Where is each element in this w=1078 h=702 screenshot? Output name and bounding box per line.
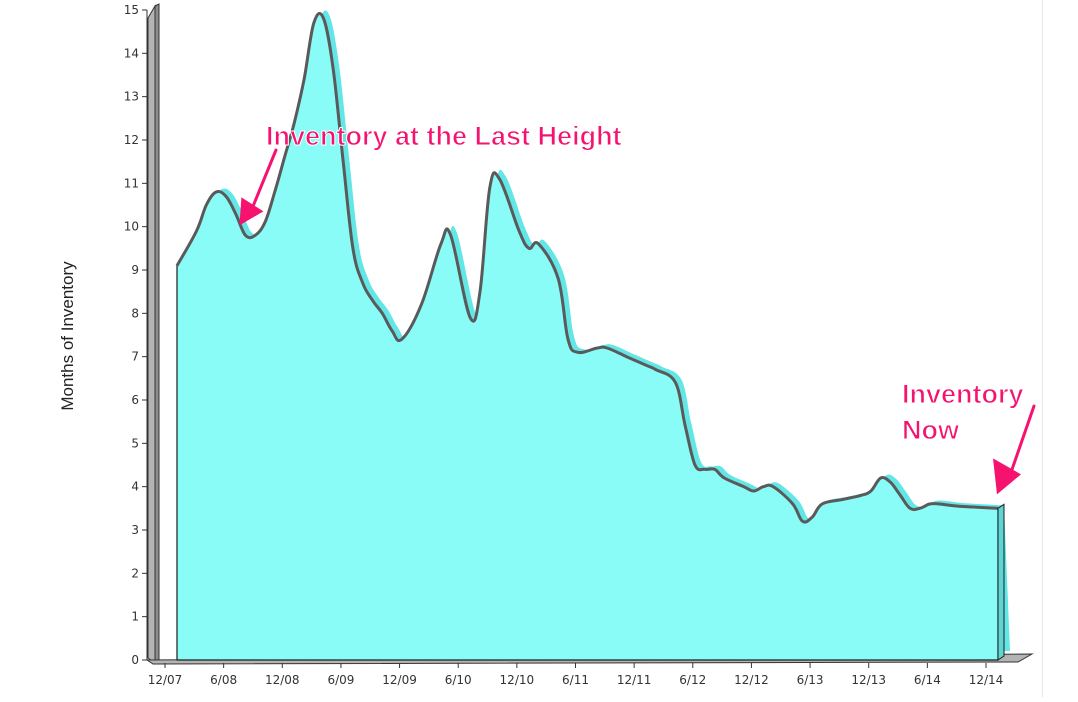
x-tick-label: 6/10 — [445, 673, 472, 687]
y-tick-label: 0 — [131, 653, 139, 667]
y-tick-label: 7 — [131, 350, 139, 364]
x-tick-label: 12/07 — [148, 673, 183, 687]
y-tick-label: 10 — [124, 220, 139, 234]
x-tick-label: 6/11 — [562, 673, 589, 687]
y-axis-wall-edge — [154, 3, 160, 664]
x-tick-label: 12/14 — [969, 673, 1004, 687]
y-tick-label: 9 — [131, 263, 139, 277]
y-tick-label: 8 — [131, 306, 139, 320]
y-tick-label: 4 — [131, 480, 139, 494]
callout-now-text-line2: Now — [902, 415, 960, 445]
callout-now-arrowhead — [993, 458, 1021, 495]
y-axis-label: Months of Inventory — [58, 261, 77, 411]
area-end-cap — [997, 503, 1005, 661]
y-tick-label: 2 — [131, 566, 139, 580]
callout-now-text-line1: Inventory — [902, 379, 1024, 409]
y-tick-label: 1 — [131, 610, 139, 624]
x-tick-label: 12/12 — [734, 673, 769, 687]
series-line — [175, 11, 999, 524]
x-tick-label: 6/09 — [327, 673, 354, 687]
page-divider-rule — [1042, 0, 1043, 697]
y-tick-label: 3 — [131, 523, 139, 537]
area-layer — [175, 10, 1010, 661]
x-tick-label: 12/08 — [265, 673, 300, 687]
y-tick-label: 12 — [124, 133, 139, 147]
x-tick-label: 6/08 — [210, 673, 237, 687]
series-area-fill — [176, 12, 999, 661]
y-axis-wall — [147, 4, 156, 664]
callout-last-height-arrow-shaft — [251, 148, 278, 207]
y-tick-label: 13 — [124, 90, 139, 104]
callout-last-height-text: Inventory at the Last Height — [266, 121, 622, 151]
x-tick-label: 12/11 — [617, 673, 652, 687]
x-tick-label: 12/10 — [500, 673, 535, 687]
y-tick-label: 6 — [131, 393, 139, 407]
x-tick-label: 12/09 — [382, 673, 417, 687]
callout-layer: Inventory at the Last Height Inventory Now — [239, 121, 1036, 495]
y-tick-label: 5 — [131, 436, 139, 450]
x-tick-label: 6/12 — [679, 673, 706, 687]
y-tick-label: 15 — [124, 3, 139, 17]
y-tick-label: 14 — [124, 46, 139, 60]
callout-last-height-arrowhead — [239, 197, 264, 226]
x-tick-label: 12/13 — [851, 673, 886, 687]
x-tick-label: 6/13 — [797, 673, 824, 687]
y-tick-label: 11 — [124, 176, 139, 190]
callout-now-arrow-shaft — [1009, 404, 1036, 474]
x-tick-label: 6/14 — [914, 673, 941, 687]
